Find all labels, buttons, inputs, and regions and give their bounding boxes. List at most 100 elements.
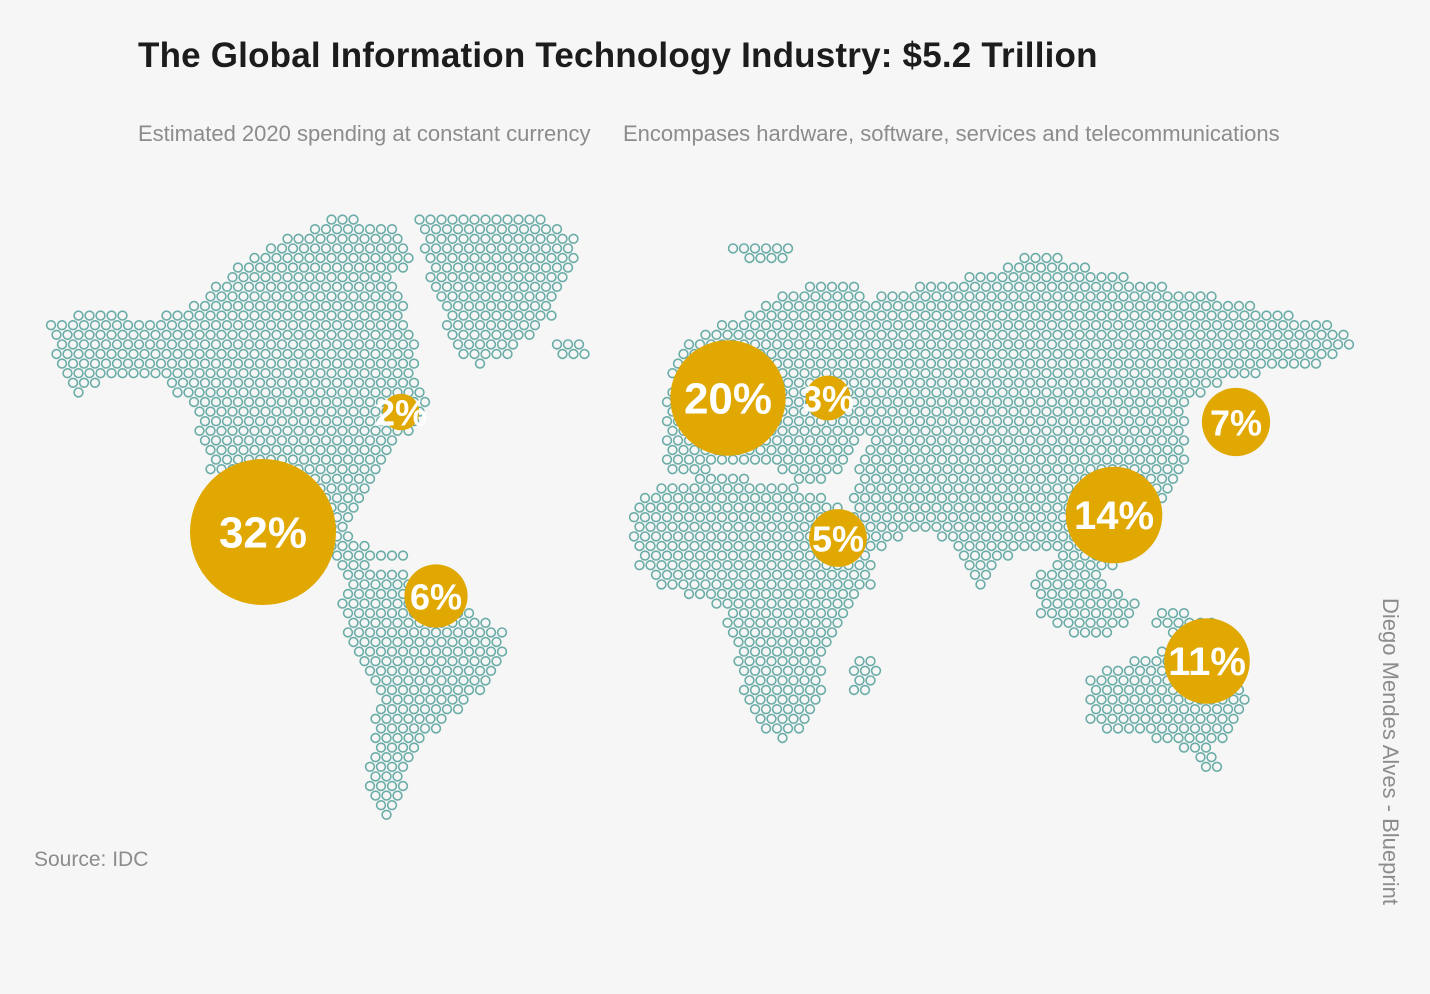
land-dot (722, 521, 733, 532)
land-dot (1162, 694, 1173, 705)
land-dot (507, 243, 519, 254)
land-dot (832, 617, 843, 628)
land-dot (1151, 310, 1162, 321)
bubble-circle (809, 509, 867, 567)
land-dot (1090, 377, 1102, 388)
land-dot (452, 281, 464, 292)
land-dot (210, 281, 222, 292)
land-dot (1145, 416, 1157, 427)
land-dot (1090, 300, 1102, 312)
land-dot (441, 262, 453, 273)
land-dot (337, 291, 348, 302)
land-dot (1074, 464, 1085, 475)
land-dot (348, 233, 359, 245)
land-dot (166, 358, 178, 369)
land-dot (562, 339, 574, 350)
land-dot (287, 339, 299, 350)
land-dot (1068, 377, 1080, 388)
land-dot (144, 339, 156, 350)
land-dot (991, 454, 1003, 465)
land-dot (1030, 425, 1041, 436)
land-dot (529, 300, 541, 312)
land-dot (1002, 473, 1014, 484)
land-dot (309, 377, 321, 388)
land-dot (199, 339, 211, 350)
land-dot (898, 291, 909, 302)
land-dot (452, 627, 464, 638)
land-dot (1244, 358, 1256, 369)
land-dot (353, 646, 365, 657)
land-dot (881, 454, 893, 465)
land-dot (309, 435, 321, 446)
land-dot (1173, 291, 1184, 302)
land-dot (1173, 732, 1184, 744)
land-dot (1162, 713, 1173, 724)
land-dot (496, 627, 508, 638)
land-dot (408, 723, 420, 734)
land-dot (964, 425, 975, 436)
land-dot (337, 387, 348, 398)
land-dot (309, 243, 321, 254)
land-dot (1008, 368, 1019, 379)
land-dot (579, 348, 590, 360)
land-dot (1090, 588, 1102, 600)
land-dot (727, 473, 739, 484)
land-dot (392, 252, 403, 264)
land-dot (777, 252, 788, 264)
land-dot (364, 780, 376, 792)
land-dot (216, 329, 227, 340)
land-dot (221, 320, 233, 331)
land-dot (683, 339, 695, 350)
land-dot (1030, 272, 1041, 283)
land-dot (1063, 540, 1074, 552)
land-dot (364, 281, 376, 292)
land-dot (353, 607, 365, 619)
land-dot (1162, 444, 1173, 456)
land-dot (304, 425, 315, 436)
source-note: Source: IDC (34, 848, 149, 871)
land-dot (524, 252, 535, 264)
land-dot (1167, 435, 1179, 446)
land-dot (793, 320, 805, 331)
land-dot (837, 281, 849, 292)
land-dot (309, 396, 321, 408)
land-dot (265, 358, 277, 369)
land-dot (502, 329, 513, 340)
land-dot (1140, 329, 1151, 340)
land-dot (1305, 348, 1316, 360)
land-dot (117, 368, 128, 379)
land-dot (870, 454, 882, 465)
land-dot (749, 607, 761, 619)
land-dot (991, 531, 1003, 542)
land-dot (788, 617, 799, 628)
land-dot (1162, 732, 1173, 744)
land-dot (408, 665, 420, 676)
land-dot (89, 358, 101, 369)
land-dot (282, 387, 293, 398)
land-dot (210, 454, 222, 465)
land-dot (1057, 550, 1069, 561)
land-dot (755, 483, 766, 494)
land-dot (771, 531, 783, 542)
land-dot (1068, 627, 1080, 638)
land-dot (458, 310, 469, 321)
land-dot (848, 358, 860, 369)
land-dot (216, 406, 227, 417)
land-dot (568, 348, 579, 360)
land-dot (711, 483, 722, 494)
land-dot (1008, 387, 1019, 398)
land-dot (1321, 339, 1333, 350)
land-dot (249, 406, 260, 417)
land-dot (810, 636, 821, 648)
land-dot (458, 291, 469, 302)
land-dot (205, 291, 216, 302)
land-dot (1101, 627, 1113, 638)
land-dot (166, 377, 178, 388)
land-dot (1162, 425, 1173, 436)
land-dot (837, 569, 849, 580)
land-dot (315, 310, 326, 321)
land-dot (221, 416, 233, 427)
land-dot (986, 540, 997, 552)
land-dot (1024, 473, 1036, 484)
land-dot (793, 435, 805, 446)
